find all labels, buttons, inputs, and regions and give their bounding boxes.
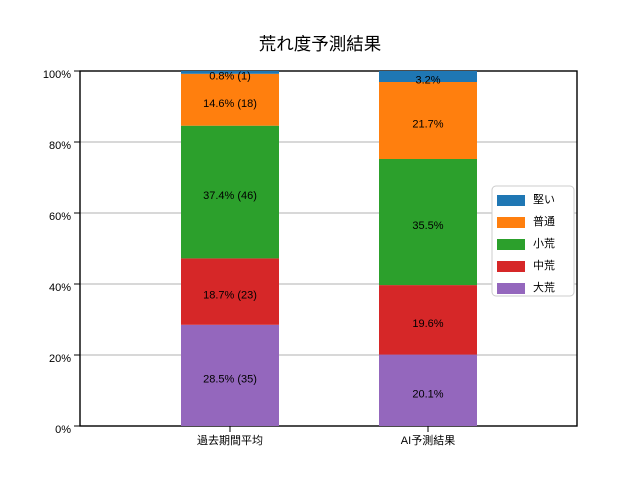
svg-text:80%: 80% xyxy=(49,140,71,152)
svg-text:19.6%: 19.6% xyxy=(412,318,443,330)
svg-text:40%: 40% xyxy=(49,282,71,294)
svg-text:小荒: 小荒 xyxy=(533,237,555,250)
svg-text:35.5%: 35.5% xyxy=(412,220,443,232)
svg-text:20.1%: 20.1% xyxy=(412,388,443,400)
svg-text:37.4% (46): 37.4% (46) xyxy=(203,190,257,202)
svg-text:0%: 0% xyxy=(55,424,71,436)
svg-text:AI予測結果: AI予測結果 xyxy=(401,433,455,447)
svg-text:過去期間平均: 過去期間平均 xyxy=(197,434,263,447)
svg-text:60%: 60% xyxy=(49,211,71,223)
svg-text:20%: 20% xyxy=(49,353,71,365)
svg-text:0.8% (1): 0.8% (1) xyxy=(209,70,251,82)
svg-text:3.2%: 3.2% xyxy=(415,74,440,86)
svg-text:堅い: 堅い xyxy=(533,193,555,206)
svg-text:28.5% (35): 28.5% (35) xyxy=(203,373,257,385)
svg-text:14.6% (18): 14.6% (18) xyxy=(203,98,257,110)
svg-text:100%: 100% xyxy=(43,69,71,81)
svg-text:荒れ度予測結果: 荒れ度予測結果 xyxy=(259,34,382,54)
svg-text:18.7% (23): 18.7% (23) xyxy=(203,290,257,302)
svg-text:大荒: 大荒 xyxy=(533,280,555,294)
svg-text:21.7%: 21.7% xyxy=(412,119,443,131)
svg-text:普通: 普通 xyxy=(533,214,555,228)
svg-text:中荒: 中荒 xyxy=(533,259,555,272)
